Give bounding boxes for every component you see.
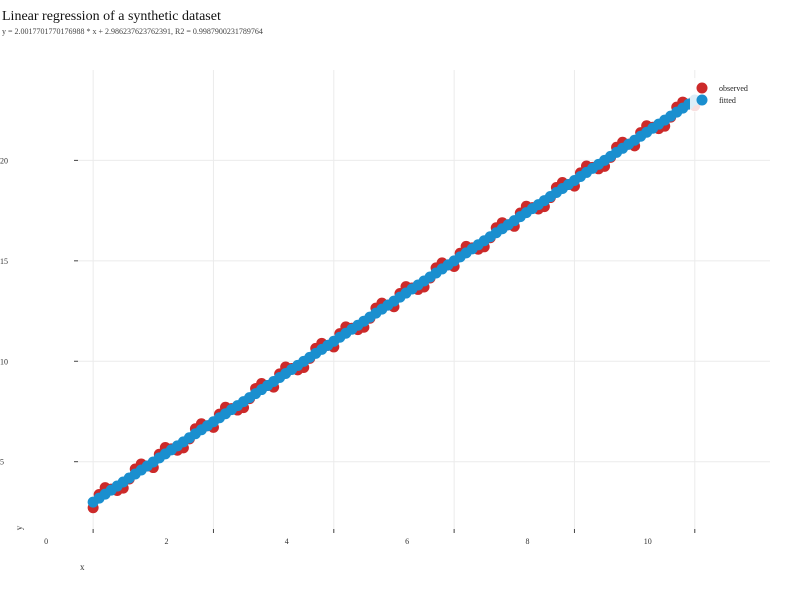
- chart-title: Linear regression of a synthetic dataset: [2, 9, 221, 24]
- legend-label-fitted: fitted: [719, 96, 736, 105]
- legend-marker-fitted: [696, 94, 708, 106]
- x-tick-label: 6: [405, 537, 409, 546]
- x-tick-label: 4: [285, 537, 289, 546]
- y-tick-label: 20: [0, 156, 8, 165]
- x-tick-label: 8: [525, 537, 529, 546]
- y-tick-label: 5: [0, 458, 4, 467]
- x-tick-label: 0: [44, 537, 48, 546]
- y-tick-label: 10: [0, 357, 8, 366]
- x-tick-label: 2: [164, 537, 168, 546]
- chart-subtitle: y = 2.0017701770176988 * x + 2.986237623…: [2, 27, 263, 36]
- fitted-series: [87, 94, 701, 508]
- legend: observed fitted: [690, 78, 762, 112]
- y-axis-title: y: [14, 525, 24, 530]
- x-axis-title: x: [80, 562, 85, 572]
- legend-marker-observed: [696, 82, 708, 94]
- y-tick-label: 15: [0, 257, 8, 266]
- grid-lines: [78, 70, 770, 532]
- axes: 0 2 4 6 8 10 5 10 15 20 x y: [0, 156, 696, 572]
- x-tick-label: 10: [644, 537, 652, 546]
- legend-label-observed: observed: [719, 84, 748, 93]
